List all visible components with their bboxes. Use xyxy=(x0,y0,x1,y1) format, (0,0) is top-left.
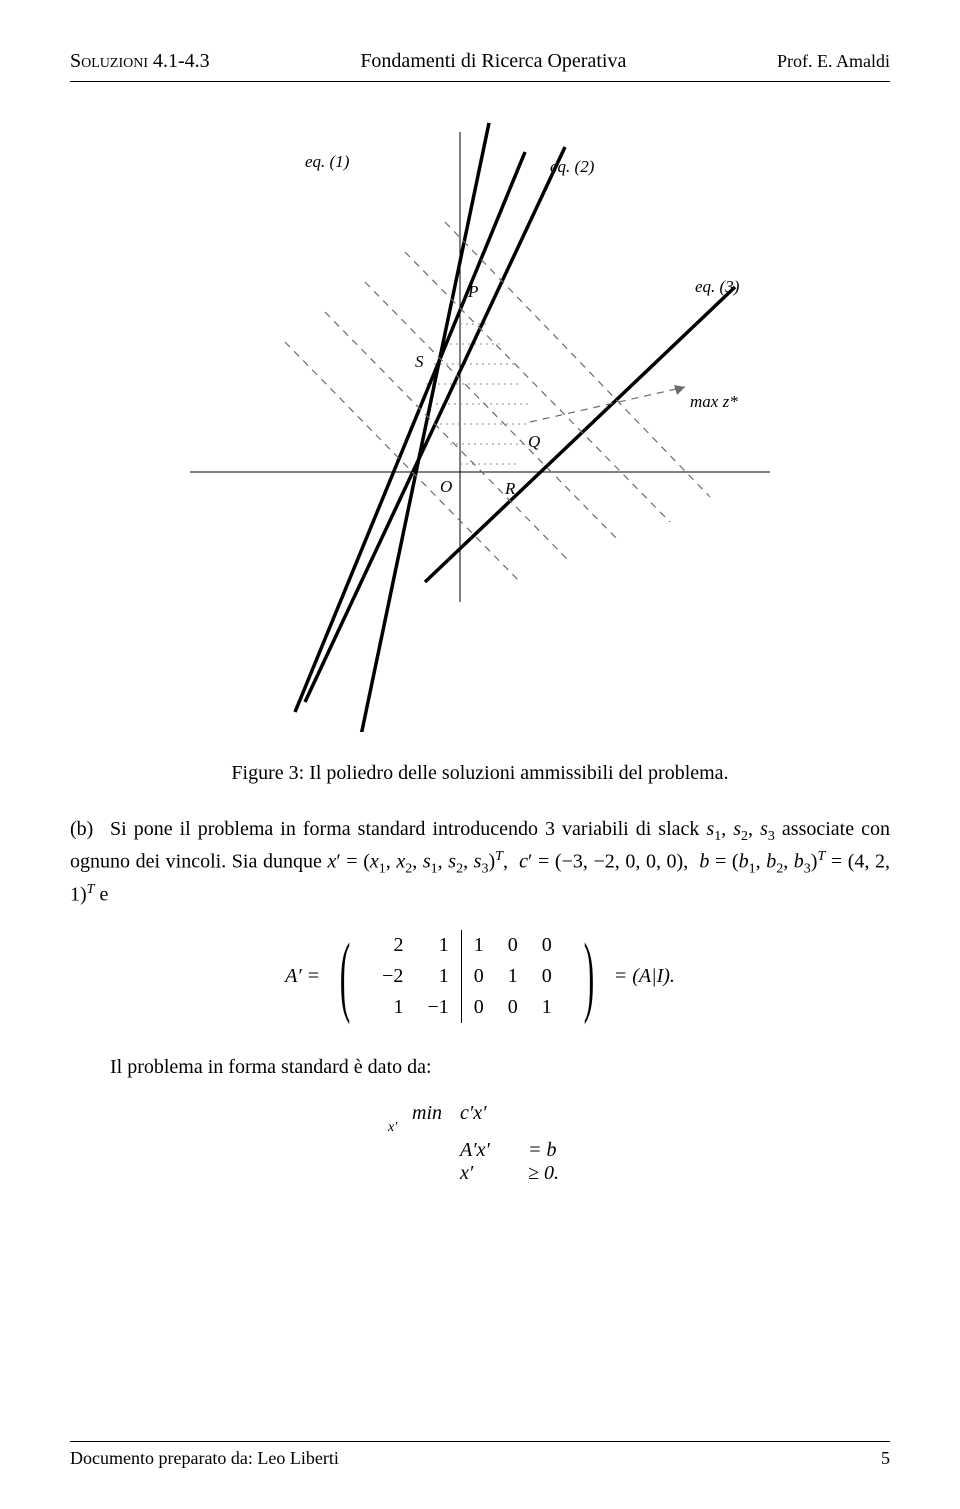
figure-caption: Figure 3: Il poliedro delle soluzioni am… xyxy=(70,762,890,785)
matrix-A: 2 1 1 0 0 −2 1 0 1 0 1 − xyxy=(370,930,564,1023)
label-eq3: eq. (3) xyxy=(695,277,740,296)
matrix-rhs: = (A|I). xyxy=(614,965,675,988)
item-label: (b) xyxy=(70,815,110,844)
figure-wrap: eq. (1) eq. (2) eq. (3) max z* P S Q O R… xyxy=(70,112,890,785)
label-R: R xyxy=(504,479,516,498)
page-header: Soluzioni 4.1-4.3 Fondamenti di Ricerca … xyxy=(70,50,890,73)
footer-left: Documento preparato da: Leo Liberti xyxy=(70,1448,339,1469)
matrix-equation: A′ = ( 2 1 1 0 0 −2 1 0 1 xyxy=(70,930,890,1023)
standard-form: min x′ c′x′ A′x′ = b x′ ≥ 0. xyxy=(70,1102,890,1185)
header-right: Prof. E. Amaldi xyxy=(777,51,890,72)
matrix-lhs: A′ = xyxy=(285,965,320,988)
label-P: P xyxy=(467,282,478,301)
header-left: Soluzioni 4.1-4.3 xyxy=(70,50,210,73)
label-eq2: eq. (2) xyxy=(550,157,595,176)
footer-rule xyxy=(70,1441,890,1442)
label-eq1: eq. (1) xyxy=(305,152,350,171)
paragraph-b: (b)Si pone il problema in forma standard… xyxy=(70,815,890,910)
label-maxz: max z* xyxy=(690,392,738,411)
header-rule xyxy=(70,81,890,82)
page: Soluzioni 4.1-4.3 Fondamenti di Ricerca … xyxy=(0,0,960,1509)
footer-page-number: 5 xyxy=(881,1448,890,1469)
lp-diagram: eq. (1) eq. (2) eq. (3) max z* P S Q O R xyxy=(190,112,770,732)
page-footer: Documento preparato da: Leo Liberti 5 xyxy=(70,1441,890,1469)
label-S: S xyxy=(415,352,424,371)
header-center: Fondamenti di Ricerca Operativa xyxy=(360,50,626,73)
para1a: Si pone il problema in forma standard in… xyxy=(110,818,706,840)
label-O: O xyxy=(440,477,452,496)
label-Q: Q xyxy=(528,432,540,451)
para1c: e xyxy=(94,884,108,906)
para2: Il problema in forma standard è dato da: xyxy=(110,1053,890,1082)
